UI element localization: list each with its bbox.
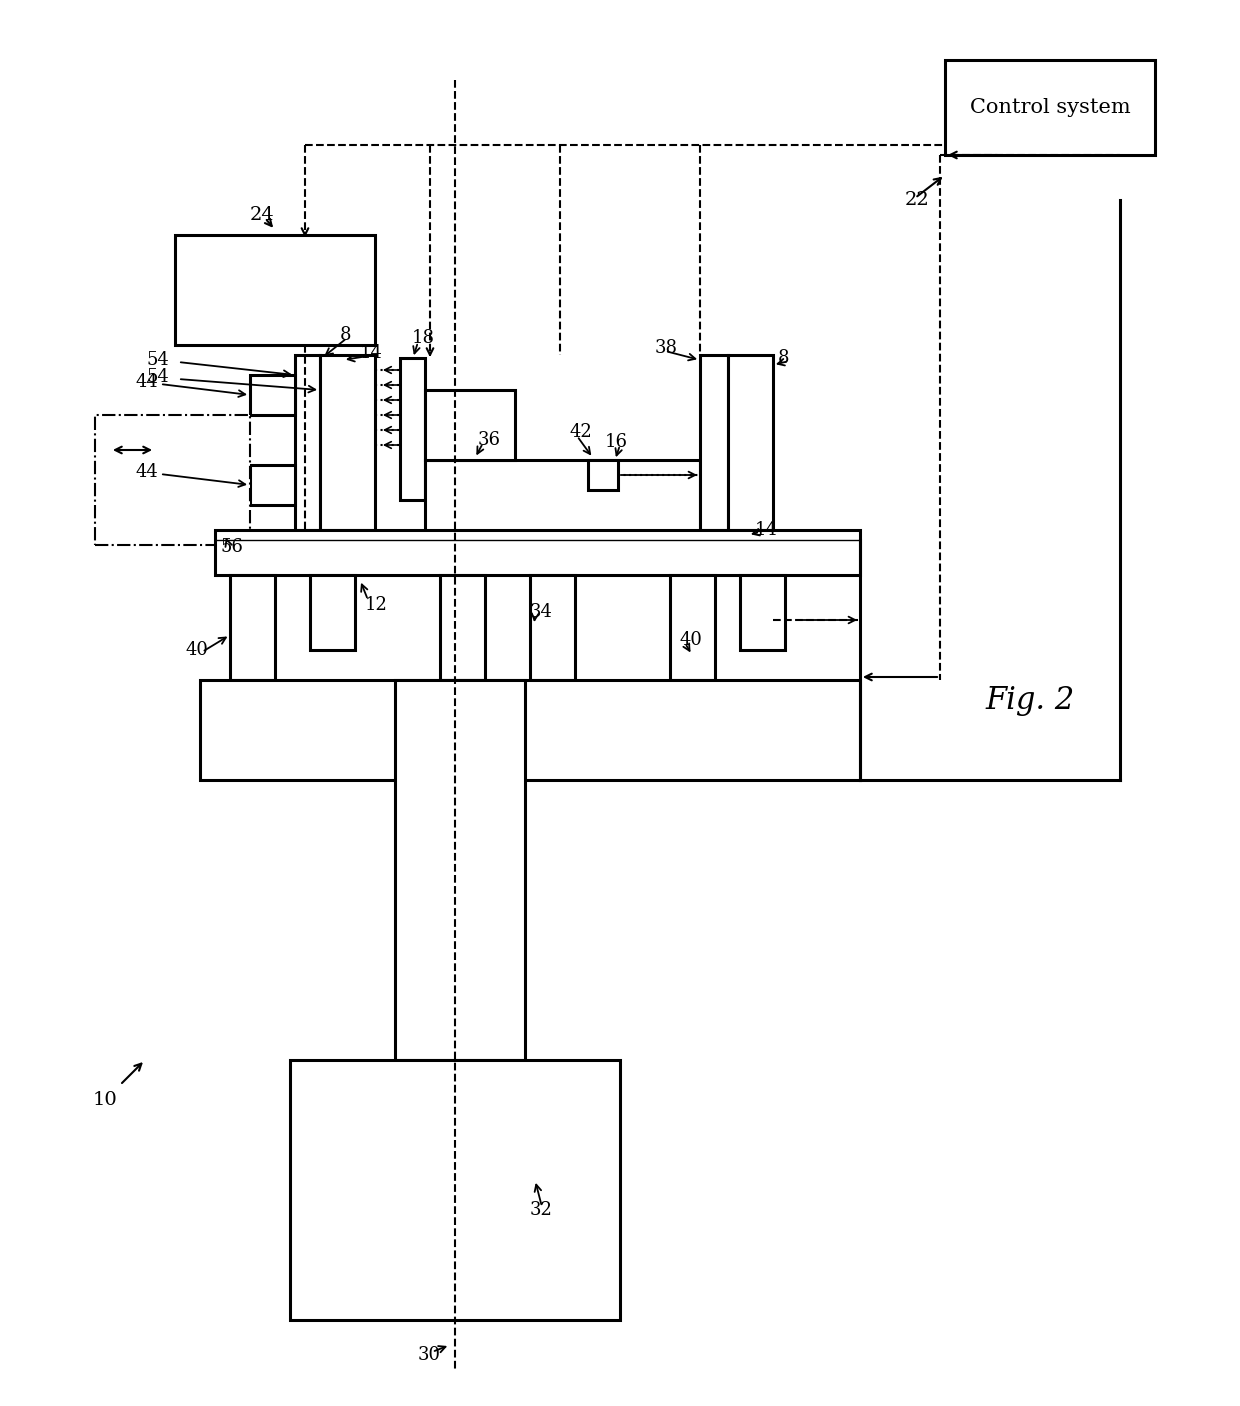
Text: 10: 10 xyxy=(93,1091,118,1109)
Text: 54: 54 xyxy=(148,352,170,368)
Text: 56: 56 xyxy=(219,538,243,555)
Text: 14: 14 xyxy=(755,522,777,538)
Text: 30: 30 xyxy=(418,1346,441,1364)
Bar xyxy=(425,389,515,460)
Bar xyxy=(229,575,275,681)
Bar xyxy=(215,530,861,575)
Text: 22: 22 xyxy=(905,191,930,209)
Text: 14: 14 xyxy=(360,344,383,361)
Text: 44: 44 xyxy=(135,373,157,391)
Bar xyxy=(250,465,295,505)
Bar xyxy=(440,575,485,681)
Bar xyxy=(740,575,785,650)
Text: 16: 16 xyxy=(605,433,627,451)
Text: 44: 44 xyxy=(135,463,157,481)
Text: 12: 12 xyxy=(365,596,388,614)
Bar xyxy=(95,415,250,546)
Text: 32: 32 xyxy=(529,1201,553,1219)
Bar xyxy=(529,575,575,681)
Bar xyxy=(945,60,1154,155)
Bar xyxy=(588,460,618,491)
Text: 42: 42 xyxy=(570,423,593,441)
Text: Control system: Control system xyxy=(970,98,1131,117)
Bar xyxy=(200,681,861,780)
Bar xyxy=(701,354,728,530)
Bar xyxy=(250,375,295,415)
Bar xyxy=(290,1060,620,1320)
Text: 18: 18 xyxy=(412,329,435,347)
Bar xyxy=(175,235,374,344)
Text: 8: 8 xyxy=(340,326,351,344)
Text: Fig. 2: Fig. 2 xyxy=(986,685,1075,716)
Bar xyxy=(310,575,355,650)
Text: 24: 24 xyxy=(250,207,275,224)
Text: 54: 54 xyxy=(148,368,170,387)
Text: 40: 40 xyxy=(680,631,703,650)
Bar xyxy=(670,575,715,681)
Bar xyxy=(401,359,425,501)
Bar xyxy=(728,354,773,530)
Bar xyxy=(295,354,320,530)
Bar xyxy=(396,681,525,1060)
Bar xyxy=(320,354,374,530)
Text: 38: 38 xyxy=(655,339,678,357)
Text: 8: 8 xyxy=(777,349,790,367)
Text: 34: 34 xyxy=(529,603,553,621)
Text: 40: 40 xyxy=(185,641,208,659)
Bar xyxy=(425,460,701,536)
Text: 36: 36 xyxy=(477,432,501,449)
